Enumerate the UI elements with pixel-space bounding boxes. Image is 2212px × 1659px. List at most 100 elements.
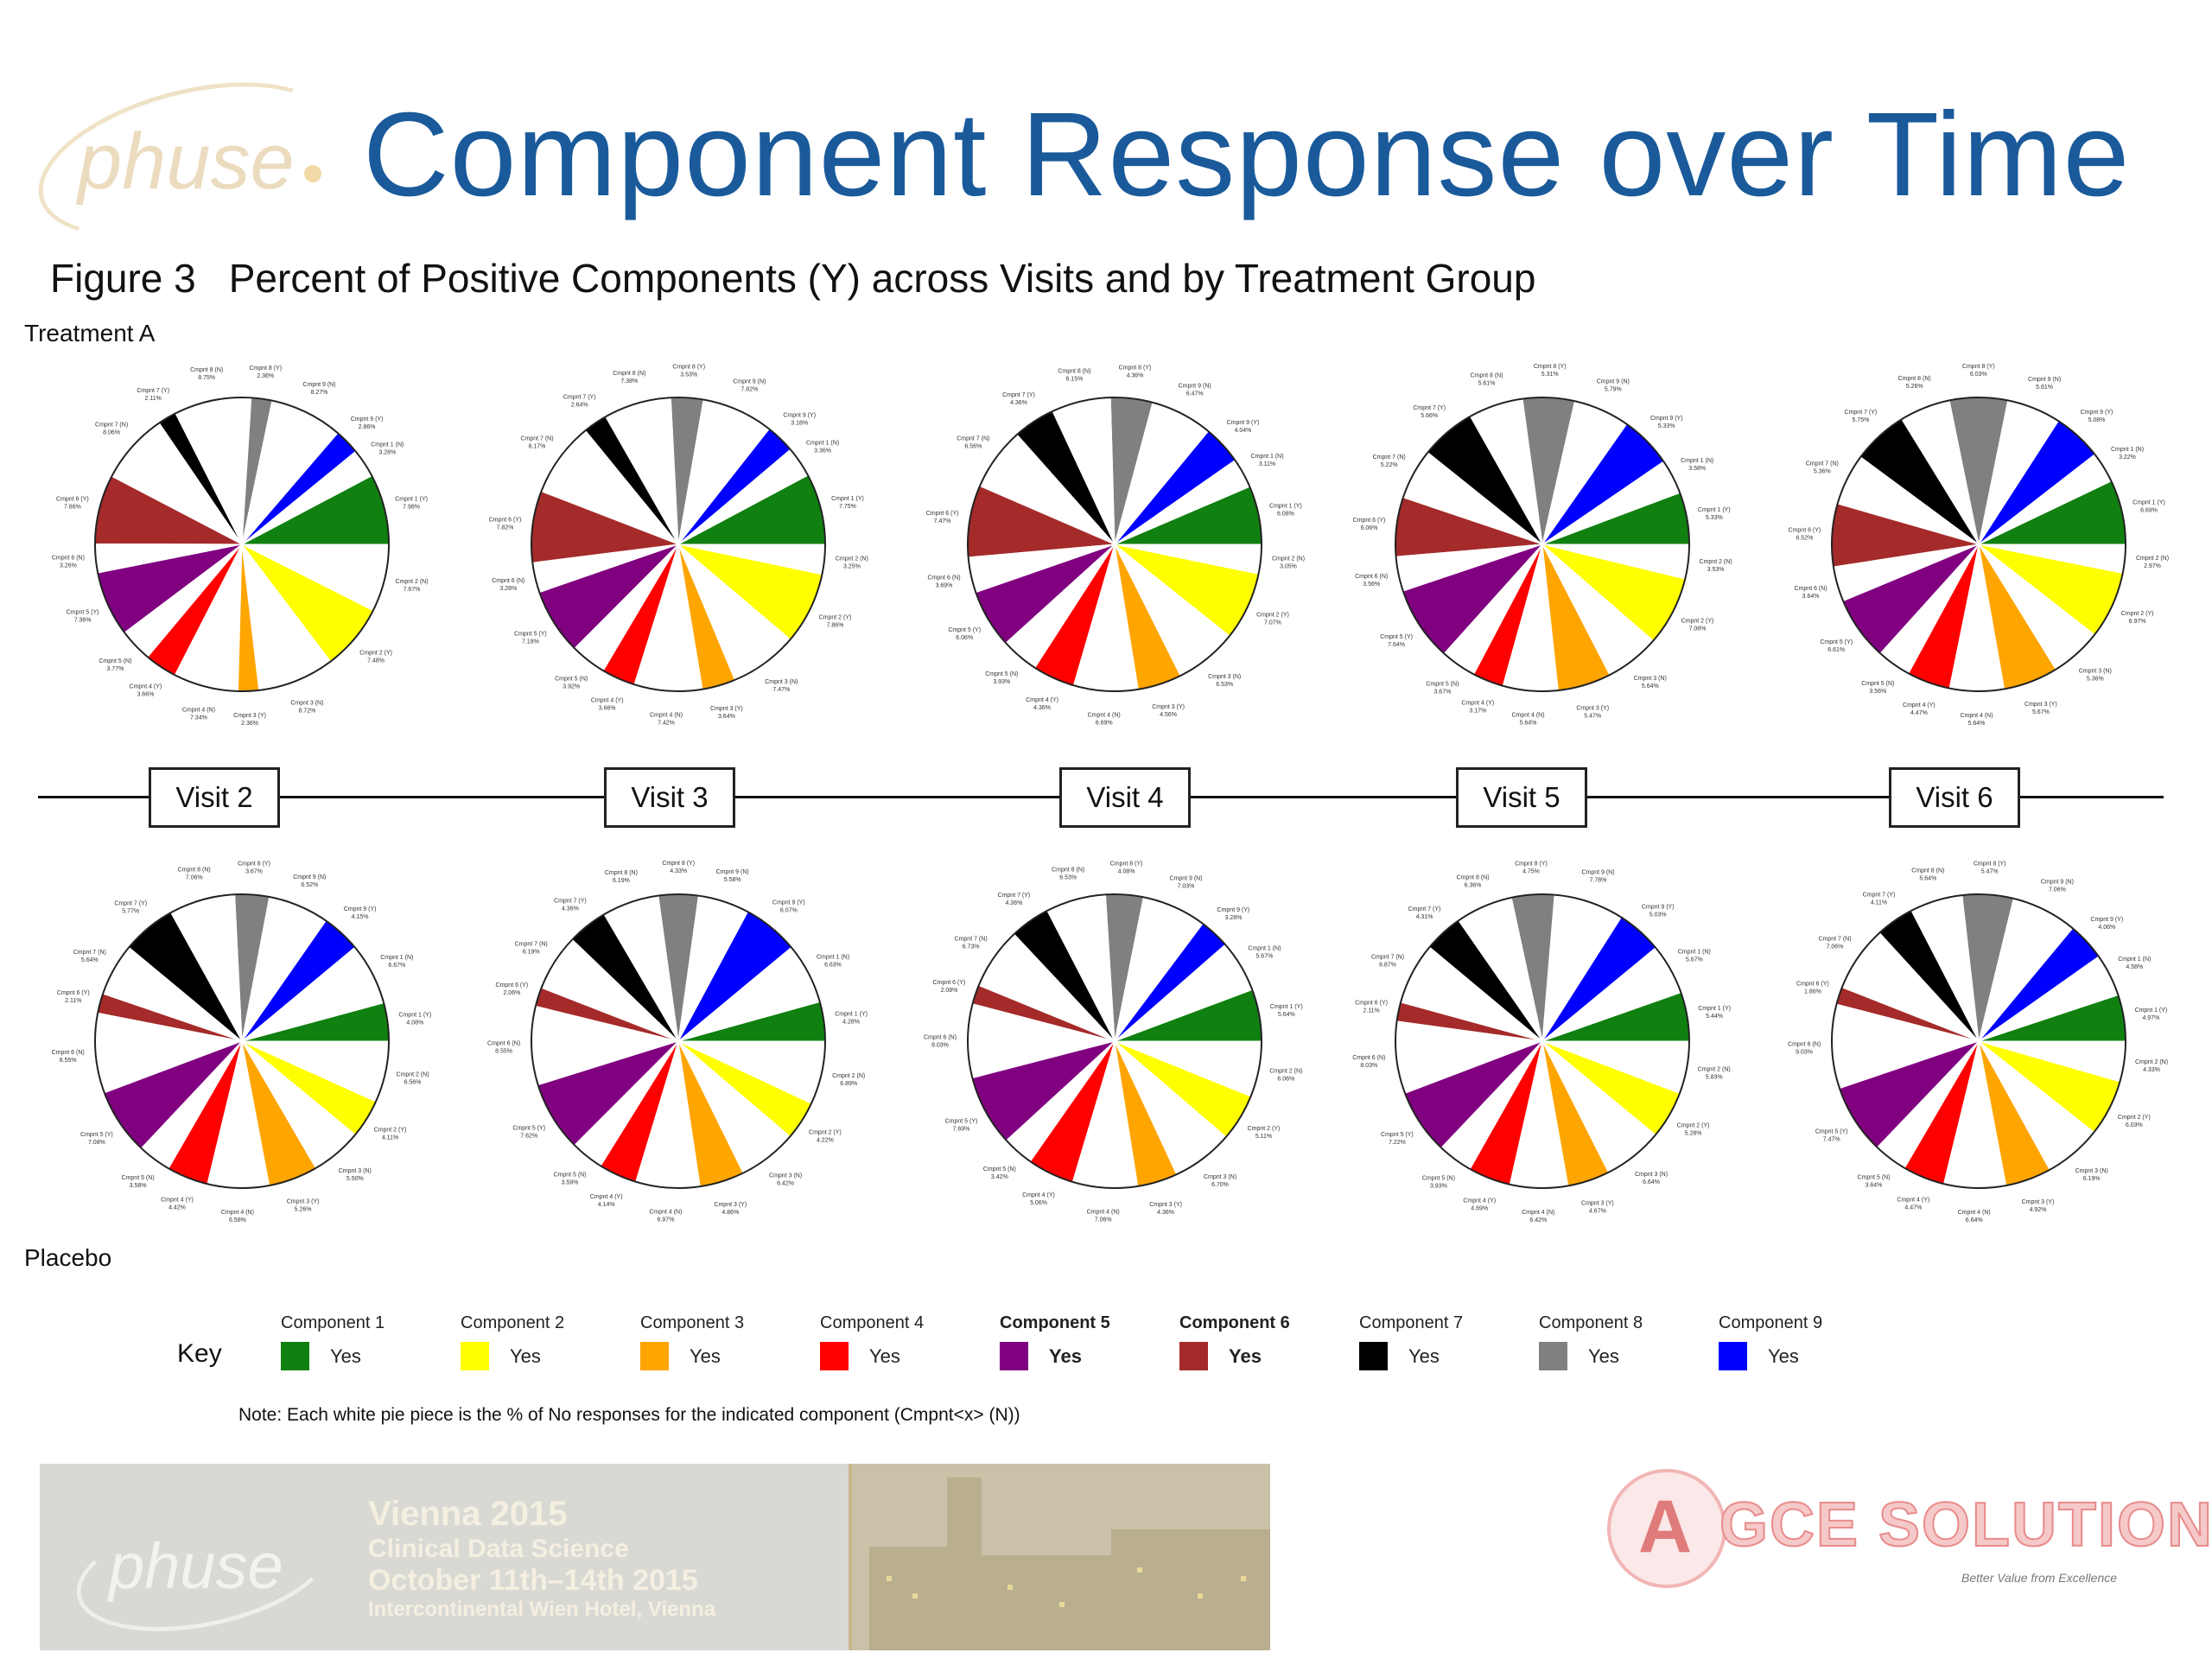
slice-value-label: 7.75% — [839, 504, 856, 510]
slice-value-label: 7.06% — [1095, 1217, 1112, 1224]
slice-label: Cmpnt 3 (Y) — [714, 1202, 747, 1208]
slice-label: Cmpnt 5 (N) — [1426, 682, 1459, 688]
banner-logo-text: phuse — [109, 1530, 283, 1602]
pie-outline — [1831, 893, 2126, 1189]
slice-value-label: 3.58% — [130, 1183, 147, 1189]
slice-label: Cmpnt 5 (Y) — [514, 631, 547, 637]
slice-label: Cmpnt 5 (N) — [99, 658, 131, 664]
slice-label: Cmpnt 6 (Y) — [489, 518, 522, 524]
slice-value-label: 7.82% — [741, 387, 758, 393]
slice-value-label: 2.36% — [241, 721, 258, 727]
slice-label: Cmpnt 8 (Y) — [1534, 364, 1567, 370]
slice-value-label: 4.33% — [2143, 1067, 2160, 1073]
legend-value: Yes — [1408, 1344, 1440, 1367]
slice-value-label: 6.87% — [1379, 963, 1396, 969]
pie-chart: Cmpnt 1 (Y) 5.44% Cmpnt 1 (N)5.67% Cmpnt 9 … — [1352, 861, 1731, 1224]
slice-value-label: 8.17% — [529, 443, 546, 449]
slice-label: Cmpnt 5 (N) — [983, 1166, 1016, 1173]
slice-label: Cmpnt 7 (Y) — [1863, 892, 1896, 898]
slice-label: Cmpnt 5 (N) — [122, 1175, 155, 1181]
slice-label: Cmpnt 2 (Y) — [1256, 613, 1289, 619]
slice-label: Cmpnt 4 (N) — [182, 708, 215, 714]
slice-value-label: 4.47% — [1904, 1205, 1922, 1211]
slice-value-label: 4.08% — [1118, 869, 1135, 875]
slice-value-label: 5.83% — [1706, 1074, 1723, 1080]
legend-value: Yes — [510, 1344, 541, 1367]
slice-label: Cmpnt 9 (Y) — [783, 413, 816, 419]
slice-value-label: 6.03% — [1970, 372, 1987, 378]
legend-component-name: Component 1 — [281, 1313, 385, 1332]
slice-label: Cmpnt 7 (Y) — [998, 893, 1031, 899]
slice-value-label: 4.31% — [1416, 914, 1433, 920]
pie-outline — [94, 893, 390, 1189]
slice-value-label: 4.69% — [1471, 1205, 1488, 1211]
slice-value-label: 7.47% — [934, 518, 951, 524]
slice-label: Cmpnt 5 (N) — [555, 677, 588, 683]
slice-value-label: 5.75% — [1852, 417, 1869, 423]
slice-value-label: 5.31% — [1541, 372, 1559, 378]
slice-label: Cmpnt 2 (N) — [1272, 556, 1305, 562]
slice-value-label: 5.26% — [1906, 384, 1923, 390]
slice-label: Cmpnt 6 (N) — [1355, 574, 1388, 580]
slice-value-label: 6.70% — [1211, 1182, 1229, 1188]
slice-label: Cmpnt 7 (N) — [1373, 454, 1406, 461]
slice-label: Cmpnt 9 (Y) — [2090, 917, 2123, 923]
slice-value-label: 7.98% — [403, 504, 420, 510]
slice-label: Cmpnt 9 (N) — [1597, 378, 1630, 385]
slice-label: Cmpnt 8 (N) — [1470, 373, 1503, 379]
slice-value-label: 7.34% — [190, 715, 207, 721]
slice-value-label: 5.64% — [1919, 876, 1936, 882]
slice-label: Cmpnt 6 (N) — [52, 1050, 85, 1056]
slice-label: Cmpnt 1 (N) — [2111, 447, 2144, 453]
sponsor-name: GCE SOLUTIONS — [1719, 1490, 2212, 1560]
slice-label: Cmpnt 8 (Y) — [662, 861, 695, 867]
slice-value-label: 6.97% — [657, 1217, 674, 1224]
slice-value-label: 8.75% — [198, 375, 215, 381]
slice-value-label: 7.78% — [1590, 878, 1607, 884]
slice-value-label: 3.56% — [1363, 582, 1380, 588]
slice-label: Cmpnt 3 (Y) — [1149, 1202, 1182, 1208]
page-title: Component Response over Time — [363, 88, 2131, 221]
legend-swatch — [1539, 1342, 1567, 1370]
slice-value-label: 3.28% — [378, 449, 396, 455]
tower — [947, 1478, 982, 1650]
slice-value-label: 4.36% — [1033, 705, 1051, 711]
logo-text: phuse — [78, 118, 295, 206]
slice-label: Cmpnt 4 (Y) — [1897, 1197, 1929, 1203]
slice-label: Cmpnt 8 (Y) — [249, 365, 282, 372]
slice-value-label: 5.03% — [1649, 912, 1667, 918]
slice-value-label: 3.28% — [1224, 915, 1242, 921]
slice-label: Cmpnt 9 (Y) — [1217, 907, 1250, 913]
slice-label: Cmpnt 5 (N) — [1857, 1174, 1890, 1180]
legend-component-name: Component 3 — [640, 1313, 745, 1332]
pie-chart: Cmpnt 1 (Y) 6.69% Cmpnt 1 (N)3.22% Cmpnt 9 … — [1789, 364, 2170, 727]
slice-label: Cmpnt 3 (N) — [1204, 1174, 1236, 1180]
slice-value-label: 6.53% — [1059, 874, 1077, 880]
slice-label: Cmpnt 3 (N) — [2079, 668, 2112, 674]
slice-value-label: 5.47% — [1584, 713, 1601, 719]
slice-label: Cmpnt 5 (Y) — [512, 1126, 545, 1132]
legend-item: Component 5 Yes — [1000, 1313, 1173, 1370]
slice-value-label: 2.06% — [503, 990, 520, 996]
slice-label: Cmpnt 6 (N) — [492, 578, 524, 584]
slice-value-label: 7.06% — [1827, 944, 1844, 950]
slice-label: Cmpnt 9 (N) — [716, 869, 749, 875]
slice-label: Cmpnt 3 (N) — [765, 679, 798, 685]
slice-value-label: 2.36% — [257, 373, 274, 379]
conference-banner: phuse Vienna 2015 Clinical Data Science … — [40, 1464, 1270, 1650]
slice-label: Cmpnt 5 (N) — [1861, 681, 1894, 687]
slice-value-label: 6.42% — [1529, 1217, 1547, 1224]
slice-value-label: 6.89% — [840, 1081, 857, 1087]
visit-box: Visit 4 — [1059, 767, 1191, 828]
legend-item: Component 8 Yes — [1539, 1313, 1712, 1370]
slice-label: Cmpnt 3 (Y) — [1576, 705, 1609, 711]
slice-value-label: 7.36% — [74, 617, 92, 623]
slice-label: Cmpnt 9 (Y) — [1650, 416, 1683, 422]
slice-label: Cmpnt 5 (Y) — [1380, 634, 1413, 640]
slice-value-label: 3.36% — [814, 448, 831, 454]
slice-label: Cmpnt 3 (Y) — [2024, 702, 2057, 708]
slice-label: Cmpnt 4 (N) — [649, 1210, 682, 1216]
visit-box: Visit 5 — [1456, 767, 1587, 828]
slice-value-label: 3.93% — [993, 679, 1010, 685]
placebo-group-label: Placebo — [24, 1244, 112, 1271]
